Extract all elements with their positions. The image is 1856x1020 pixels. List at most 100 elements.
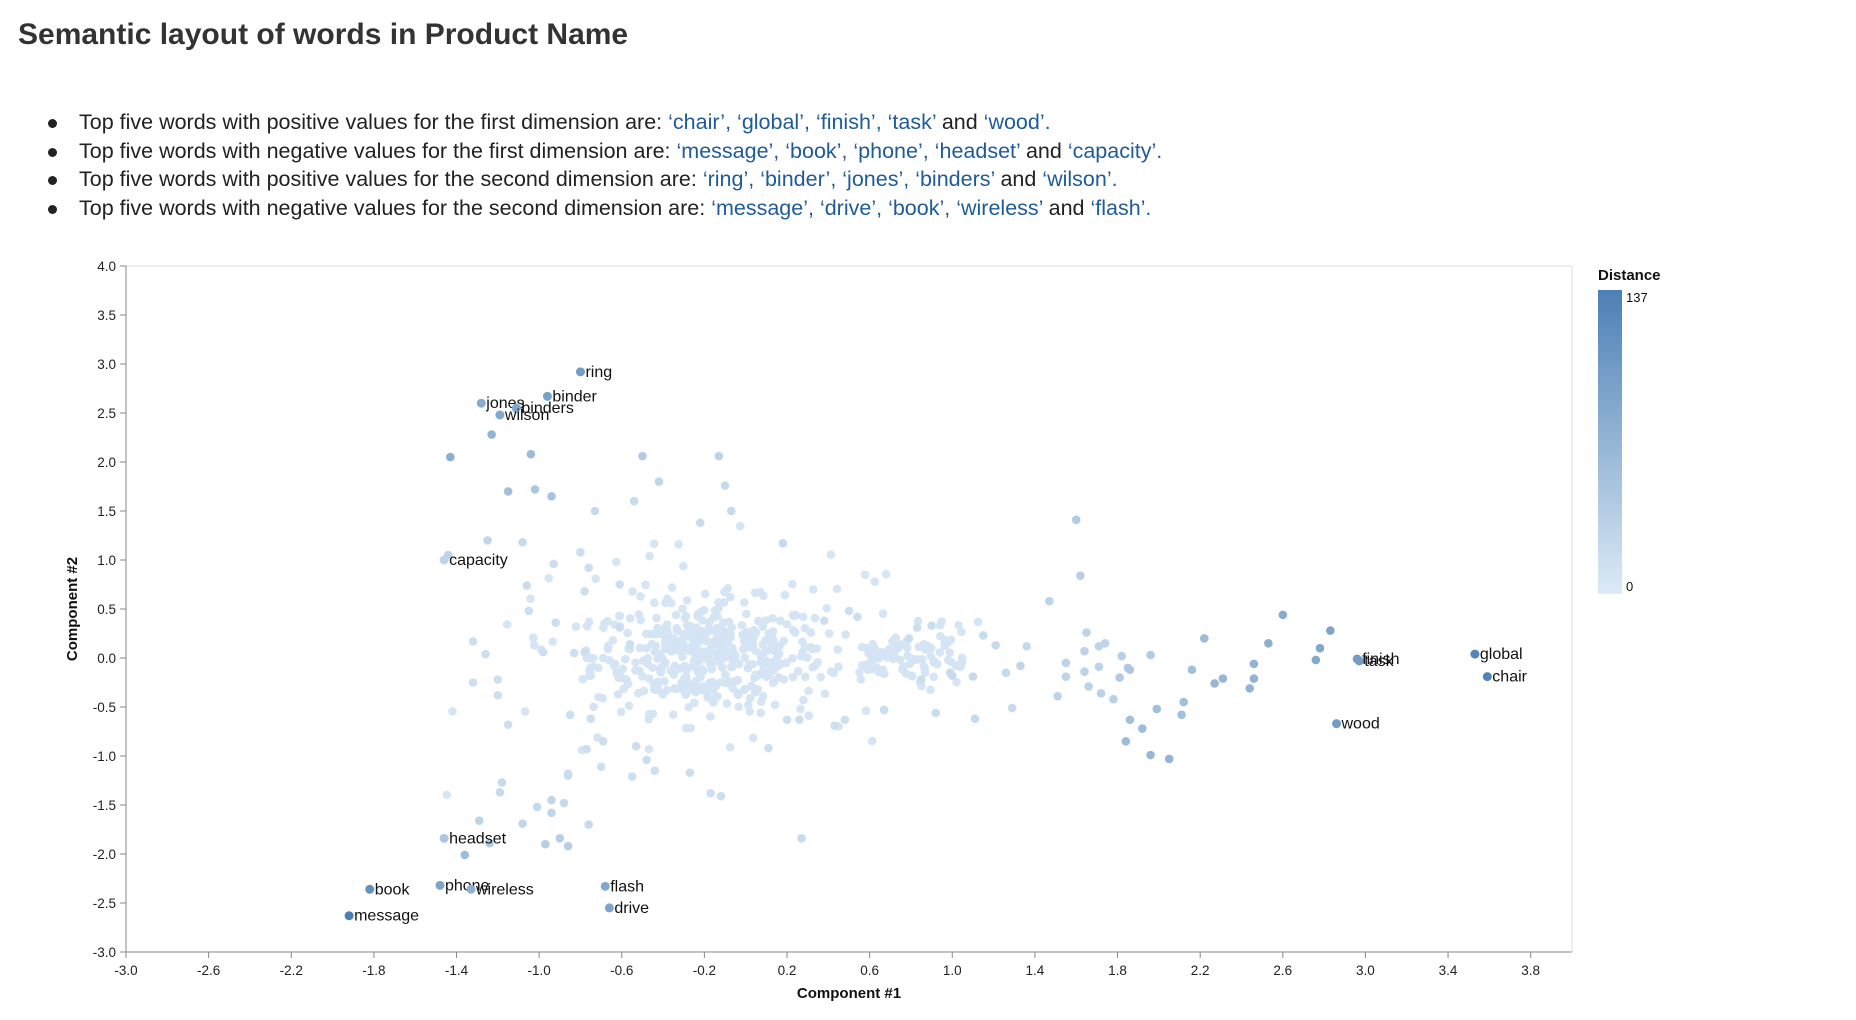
data-point — [1080, 646, 1089, 656]
data-point — [1146, 650, 1155, 660]
data-point — [740, 653, 750, 662]
data-point — [1249, 659, 1259, 669]
data-point — [485, 838, 494, 848]
point-label: phone — [445, 877, 490, 894]
data-point — [917, 681, 926, 691]
data-point — [590, 506, 600, 516]
axes: -3.0 -2.6 -2.2 -1.8 -1.4 -1.0 -0.6 -0.2 0.2 0.6 1.… — [64, 259, 1573, 1002]
data-point — [800, 623, 810, 633]
data-point — [1311, 655, 1321, 665]
data-point — [830, 721, 839, 730]
data-point — [991, 640, 1000, 650]
data-point — [724, 628, 733, 637]
data-point — [793, 666, 803, 676]
data-point — [935, 648, 945, 657]
data-point — [645, 551, 654, 561]
data-point — [760, 668, 769, 677]
data-point — [699, 666, 708, 675]
data-point — [598, 653, 608, 663]
data-point — [788, 579, 797, 589]
data-point — [970, 714, 980, 724]
data-point — [701, 636, 710, 646]
data-point — [544, 573, 554, 583]
data-point — [442, 790, 452, 800]
data-point — [866, 663, 876, 673]
point-label: binder — [552, 388, 597, 405]
data-point — [641, 580, 650, 590]
x-tick-label: -0.2 — [693, 963, 716, 978]
data-point — [695, 518, 705, 528]
data-point — [927, 621, 936, 630]
data-point — [674, 540, 683, 549]
data-point — [663, 594, 672, 604]
data-point — [529, 640, 539, 650]
data-point — [764, 743, 773, 753]
data-point — [723, 648, 732, 658]
data-point — [503, 720, 513, 729]
x-tick-label: 3.0 — [1356, 963, 1375, 978]
data-point — [728, 662, 737, 672]
data-point — [530, 485, 540, 494]
data-point — [661, 641, 670, 651]
data-point — [753, 684, 763, 694]
data-point — [678, 604, 687, 614]
data-point — [493, 675, 503, 684]
data-point — [497, 778, 507, 787]
data-point — [448, 706, 457, 716]
data-point — [733, 675, 743, 685]
data-point — [569, 648, 579, 658]
data-point — [913, 616, 923, 626]
summary-word: ‘message’, — [676, 138, 780, 163]
data-point — [754, 616, 763, 626]
data-point — [648, 663, 657, 672]
data-point — [502, 620, 512, 629]
data-point — [795, 715, 804, 725]
data-point — [782, 715, 792, 725]
data-point — [861, 706, 871, 715]
data-point — [555, 834, 565, 843]
data-point — [714, 604, 723, 613]
data-point — [657, 663, 666, 673]
data-point — [636, 615, 646, 625]
data-point — [1117, 651, 1126, 661]
data-point — [698, 629, 707, 638]
data-point — [723, 583, 733, 593]
data-point — [615, 671, 625, 681]
data-point — [1210, 679, 1219, 688]
data-point — [826, 550, 836, 559]
labeled-point — [466, 884, 476, 894]
data-point — [782, 619, 792, 629]
data-point — [1001, 668, 1011, 677]
data-point — [907, 671, 916, 681]
data-point — [1115, 673, 1124, 682]
summary-prefix: Top five words with positive values for … — [79, 110, 669, 134]
point-label: wilson — [504, 407, 549, 424]
data-point — [522, 581, 532, 590]
data-point — [1045, 596, 1054, 606]
data-point — [722, 678, 731, 688]
data-point — [704, 618, 714, 627]
data-point — [833, 645, 843, 654]
summary-word: ‘task’ — [887, 110, 936, 134]
data-point — [460, 850, 470, 860]
data-point — [1278, 610, 1288, 620]
data-point — [695, 656, 704, 666]
point-label: ring — [585, 364, 612, 381]
data-point — [681, 611, 691, 621]
data-point — [812, 644, 822, 653]
data-point — [798, 612, 808, 622]
labeled-point — [439, 833, 449, 843]
data-point — [952, 677, 961, 687]
data-point — [957, 627, 966, 637]
y-tick-label: -1.5 — [93, 798, 116, 813]
data-point — [917, 675, 926, 684]
data-point — [565, 710, 575, 720]
x-tick-label: 3.8 — [1521, 963, 1540, 978]
data-point — [584, 563, 594, 573]
data-point — [705, 645, 714, 655]
data-point — [613, 690, 623, 699]
data-point — [788, 672, 798, 682]
data-point — [780, 590, 790, 600]
data-point — [808, 585, 818, 594]
point-label: message — [354, 908, 419, 925]
